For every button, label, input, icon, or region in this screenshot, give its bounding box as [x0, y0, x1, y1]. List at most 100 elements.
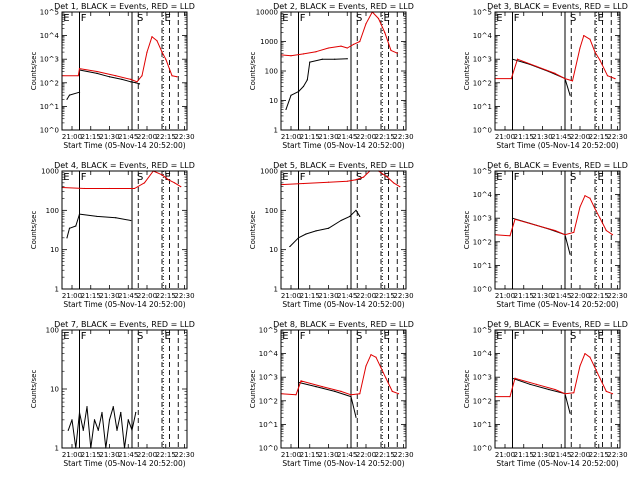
plot-frame: [280, 11, 407, 131]
y-axis-label: Counts/sec: [30, 52, 38, 91]
x-tick-label: 21:00: [62, 133, 82, 141]
x-tick-label: 22:15: [156, 451, 176, 459]
data-point: [384, 32, 386, 34]
panel-det-9: Det 9, BLACK = Events, RED = LLD Counts/s…: [463, 320, 628, 468]
y-tick-label: 1: [55, 286, 59, 294]
data-point: [112, 406, 114, 408]
data-point: [295, 394, 297, 396]
data-point: [300, 380, 302, 382]
data-point: [535, 224, 537, 226]
segment-label: E: [598, 13, 604, 24]
x-tick-label: 21:15: [81, 133, 101, 141]
data-point: [589, 38, 591, 40]
data-point: [392, 182, 395, 184]
y-tick-label: 10^1: [40, 103, 59, 111]
data-point: [589, 356, 591, 358]
data-point: [573, 392, 575, 394]
x-axis-label: Start Time (05-Nov-14 20:52:00): [282, 141, 404, 150]
data-point: [290, 55, 292, 57]
segment-label: S: [137, 331, 143, 342]
x-axis-label: Start Time (05-Nov-14 20:52:00): [496, 300, 618, 309]
panel-det-6: Det 6, BLACK = Events, RED = LLD Counts/s…: [463, 161, 628, 309]
plot-frame: [280, 170, 407, 290]
data-point: [584, 195, 586, 197]
x-tick-label: 21:30: [99, 292, 119, 300]
x-tick-label: 22:15: [375, 133, 395, 141]
x-tick-label: 21:00: [62, 451, 82, 459]
data-point: [564, 393, 566, 395]
plot-frame: [61, 11, 188, 131]
data-point: [397, 393, 400, 395]
y-tick-label: 10^4: [473, 32, 493, 40]
data-point: [120, 411, 122, 414]
y-tick-label: 10^3: [473, 56, 492, 64]
x-tick-label: 21:15: [300, 451, 320, 459]
y-tick-label: 1000: [260, 38, 278, 46]
data-point: [346, 58, 348, 60]
segment-label: E: [384, 331, 390, 342]
x-tick-label: 21:15: [514, 451, 534, 459]
panel-det-1: Det 1, BLACK = Events, RED = LLD Counts/s…: [30, 2, 195, 150]
y-tick-label: 10: [269, 246, 278, 254]
series-line-black-events: [285, 58, 348, 110]
data-point: [569, 94, 571, 96]
x-tick-label: 21:30: [318, 133, 338, 141]
y-tick-label: 10^1: [473, 103, 492, 111]
data-point: [509, 235, 511, 237]
y-axis-label: Counts/sec: [463, 211, 471, 250]
data-point: [359, 215, 361, 218]
segment-label: F: [300, 331, 306, 342]
data-point: [66, 237, 68, 239]
data-point: [359, 393, 361, 395]
segment-label: E: [165, 13, 171, 24]
series-line-black-events: [512, 217, 571, 255]
data-point: [165, 58, 167, 60]
panel-title: Det 9, BLACK = Events, RED = LLD: [487, 320, 628, 329]
segment-label: S: [570, 13, 576, 24]
data-point: [583, 35, 585, 37]
panel-det-2: Det 2, BLACK = Events, RED = LLD Counts/s…: [249, 2, 414, 150]
data-point: [340, 219, 342, 222]
data-point: [511, 377, 514, 379]
x-tick-label: 21:00: [62, 292, 82, 300]
series-line-black-events: [512, 377, 571, 414]
data-point: [96, 215, 98, 218]
data-point: [115, 75, 117, 77]
y-axis-label: Counts/sec: [249, 370, 257, 409]
x-tick-label: 22:30: [607, 451, 627, 459]
y-tick-label: 10^0: [40, 127, 59, 135]
data-point: [554, 388, 556, 391]
data-point: [141, 75, 143, 77]
x-tick-label: 21:00: [495, 133, 515, 141]
data-point: [297, 237, 300, 239]
x-tick-label: 21:30: [532, 451, 552, 459]
x-tick-label: 22:30: [174, 451, 194, 459]
y-axis-label: Counts/sec: [249, 211, 257, 250]
data-point: [554, 72, 556, 75]
x-tick-label: 21:45: [551, 451, 571, 459]
data-point: [327, 47, 330, 49]
x-axis-label: Start Time (05-Nov-14 20:52:00): [63, 141, 185, 150]
segment-label: F: [514, 331, 520, 342]
data-point: [315, 385, 317, 388]
panel-det-3: Det 3, BLACK = Events, RED = LLD Counts/s…: [463, 2, 628, 150]
data-point: [285, 108, 287, 110]
y-tick-label: 10^2: [473, 79, 492, 87]
x-axis-label: Start Time (05-Nov-14 20:52:00): [63, 459, 185, 468]
data-point: [108, 76, 111, 78]
x-tick-label: 22:30: [393, 451, 413, 459]
series-line-red-lld: [494, 195, 613, 237]
y-tick-label: 100: [265, 207, 278, 215]
x-tick-label: 22:15: [589, 133, 609, 141]
x-axis-label: Start Time (05-Nov-14 20:52:00): [282, 459, 404, 468]
segment-label: F: [514, 13, 520, 24]
data-point: [176, 76, 178, 78]
data-point: [93, 419, 96, 421]
x-tick-label: 21:45: [337, 292, 357, 300]
x-tick-label: 21:15: [300, 133, 320, 141]
y-tick-label: 1000: [260, 168, 278, 176]
x-tick-label: 21:45: [118, 133, 138, 141]
data-point: [67, 429, 69, 431]
x-tick-label: 21:00: [281, 292, 301, 300]
segment-label: E: [63, 331, 69, 342]
